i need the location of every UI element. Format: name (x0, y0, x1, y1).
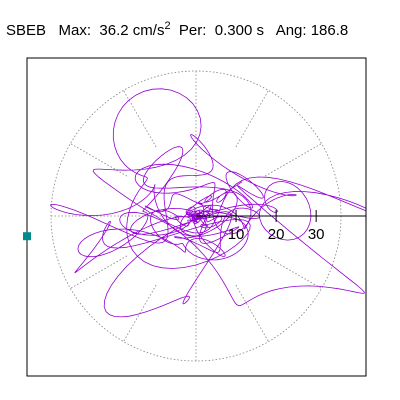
radial-tick-label: 10 (228, 226, 245, 243)
max-unit: cm/s (132, 22, 165, 39)
angle-grid-line (123, 90, 157, 148)
peak-direction-marker (23, 232, 31, 241)
ang-label: Ang: (275, 22, 307, 39)
per-value: 0.300 s (214, 22, 264, 39)
radial-tick-label: 20 (268, 226, 285, 243)
ang-value: 186.8 (310, 22, 349, 39)
angle-grid-line (264, 143, 322, 177)
max-label: Max: (58, 22, 92, 39)
plot-frame (26, 57, 367, 377)
max-unit-exponent: 2 (164, 20, 171, 32)
per-label: Per: (178, 22, 207, 39)
motion-trace (50, 88, 366, 318)
angle-grid-line (264, 255, 322, 289)
angle-grid-line (70, 255, 128, 289)
angle-grid-line (235, 284, 269, 342)
record-header: SBEB Max: 36.2 cm/s2 Per: 0.300 s Ang: 1… (6, 17, 348, 40)
station-code: SBEB (6, 22, 47, 39)
angle-grid-line (70, 143, 128, 177)
radial-axis: 10 20 30 (196, 210, 366, 243)
peak-marker-layer (23, 232, 31, 241)
trace-path (50, 88, 366, 318)
radial-tick-label: 30 (308, 226, 325, 243)
max-value: 36.2 (99, 22, 129, 39)
angle-grid-line (235, 90, 269, 148)
